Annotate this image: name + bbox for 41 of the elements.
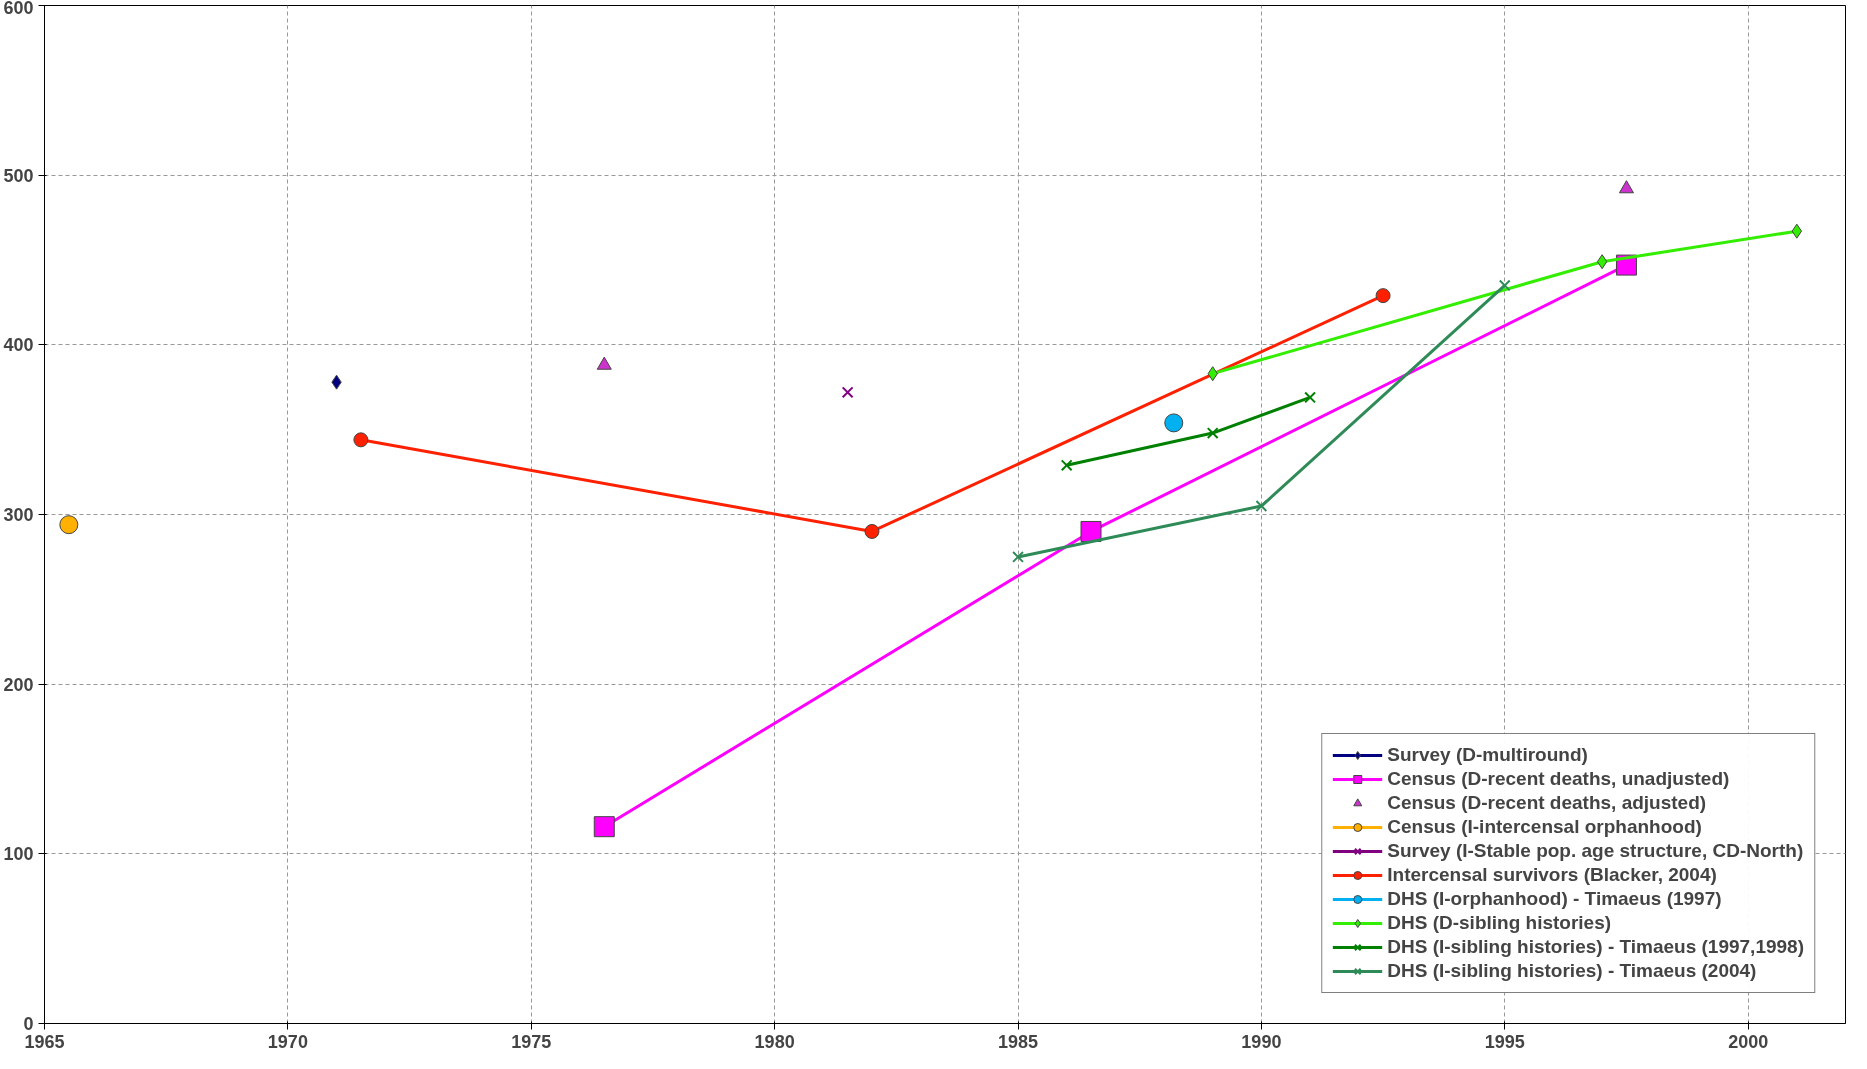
point [1080, 520, 1102, 542]
point [1012, 550, 1024, 563]
legend-label: DHS (I-orphanhood) - Timaeus (1997) [1387, 888, 1722, 910]
y-tick-label: 500 [3, 165, 34, 186]
point [841, 386, 854, 399]
x-tick-label: 1985 [997, 1031, 1039, 1052]
point [1206, 427, 1219, 440]
x-tick-label: 1965 [24, 1031, 65, 1052]
x-tick-label: 1970 [267, 1031, 308, 1052]
point [1596, 254, 1608, 270]
point [864, 523, 880, 539]
point [1164, 413, 1184, 433]
y-tick-label: 400 [3, 335, 34, 356]
x-tick-label: 1995 [1484, 1031, 1525, 1052]
y-tick-label: 600 [3, 0, 34, 18]
point [1618, 180, 1634, 194]
legend-label: Census (D-recent deaths, adjusted) [1387, 792, 1707, 814]
x-tick-label: 1975 [511, 1031, 552, 1052]
y-tick-label: 300 [3, 505, 34, 525]
y-tick-label: 0 [23, 1014, 34, 1034]
point [1375, 288, 1391, 304]
legend-label: DHS (D-sibling histories) [1387, 912, 1612, 934]
x-tick-label: 1990 [1241, 1031, 1282, 1052]
legend-label: DHS (I-sibling histories) - Timaeus (2004) [1387, 960, 1757, 982]
legend-label: Census (I-intercensal orphanhood) [1387, 816, 1702, 838]
legend-label: Census (D-recent deaths, unadjusted) [1387, 768, 1730, 790]
point [1060, 459, 1073, 472]
legend-label: Survey (I-Stable pop. age structure, CD-North) [1387, 840, 1804, 862]
y-tick-label: 200 [3, 674, 34, 695]
point [353, 432, 369, 448]
point [59, 515, 79, 535]
point [1498, 279, 1511, 292]
point [1304, 391, 1317, 404]
x-tick-label: 2000 [1728, 1031, 1769, 1052]
y-tick-label: 100 [3, 844, 34, 865]
legend-label: DHS (I-sibling histories) - Timaeus (1997,1998) [1387, 936, 1804, 958]
x-tick-label: 1980 [754, 1031, 795, 1052]
point [593, 816, 615, 838]
legend-label: Survey (D-multiround) [1387, 744, 1588, 766]
point [1255, 500, 1268, 512]
legend-label: Intercensal survivors (Blacker, 2004) [1387, 864, 1717, 886]
